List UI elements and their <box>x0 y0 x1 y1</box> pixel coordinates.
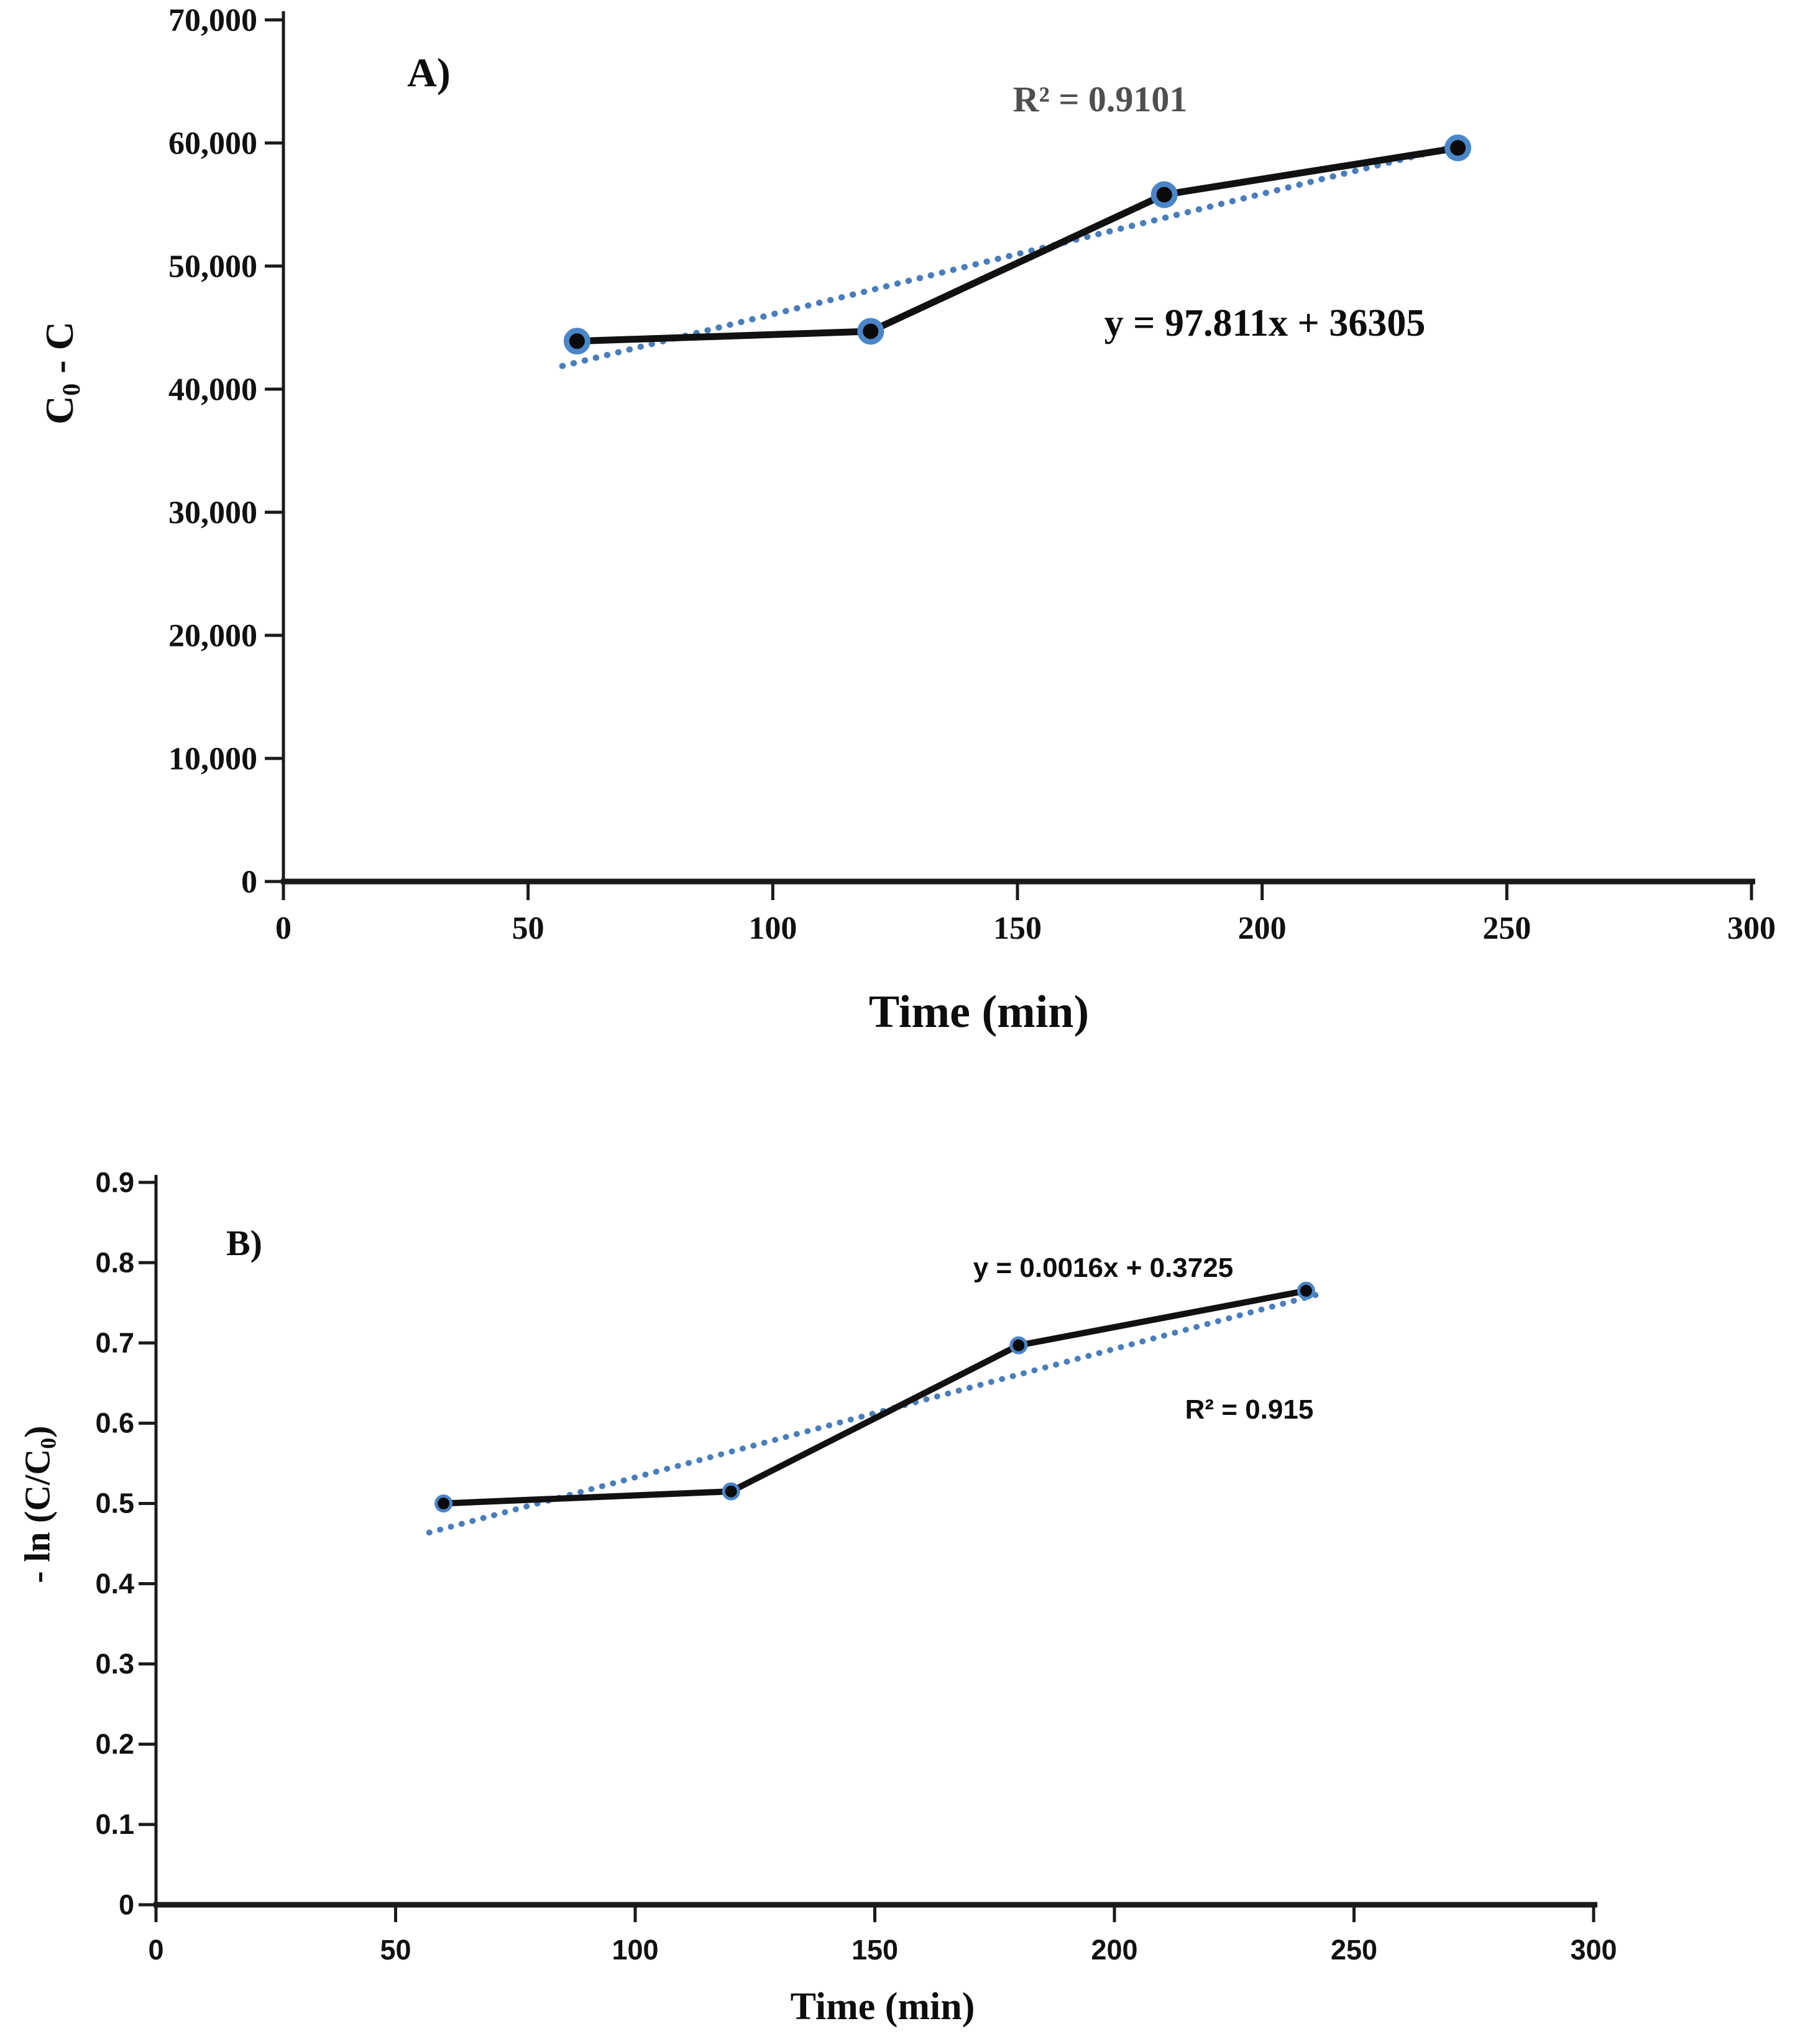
panel-B-y-tick-label: 0.8 <box>95 1246 134 1278</box>
label-text: - C <box>37 321 82 384</box>
panel-B-data-point-marker <box>722 1482 740 1501</box>
panel-A-x-tick-label: 300 <box>1727 911 1776 946</box>
panel-B-x-tick-label: 100 <box>612 1934 658 1966</box>
panel-B-x-tick-label: 0 <box>148 1934 163 1966</box>
panel-B-x-tick-label: 300 <box>1570 1934 1617 1966</box>
panel-B-data-point-marker <box>434 1494 453 1512</box>
panel-B-y-tick-label: 0.2 <box>95 1728 134 1760</box>
panel-B-x-tick-label: 150 <box>852 1934 898 1966</box>
panel-A-y-tick-label: 10,000 <box>168 742 257 777</box>
panel-A-data-point-marker <box>563 328 590 355</box>
panel-A-data-point-marker <box>1444 134 1472 162</box>
panel-b-x-axis-title: Time (min) <box>790 1986 975 2028</box>
panel-A-y-tick-label: 30,000 <box>168 495 257 531</box>
panel-a-label: A) <box>407 50 451 96</box>
panel-A-data-point-marker <box>1150 181 1178 208</box>
panel-B-x-tick-label: 200 <box>1091 1934 1137 1966</box>
panel-A-y-tick-label: 40,000 <box>168 372 257 408</box>
label-text: - ln (C/C <box>17 1448 58 1583</box>
panel-A-x-tick-label: 200 <box>1238 911 1287 946</box>
panel-A-data-line <box>573 144 1462 345</box>
panel-A-y-tick-label: 0 <box>241 865 257 900</box>
panel-a-y-axis-title: C0 - C <box>37 321 86 425</box>
panel-A-x-tick-label: 250 <box>1482 911 1531 946</box>
panel-B-y-tick-label: 0.3 <box>95 1648 134 1680</box>
panel-a-r2-annotation: R² = 0.9101 <box>1012 79 1188 119</box>
panel-B-trendline-dotted <box>426 1292 1319 1536</box>
subscript-text: 0 <box>58 383 86 396</box>
panel-B-y-tick-label: 0.1 <box>95 1808 134 1840</box>
panel-B-y-tick-label: 0 <box>119 1889 134 1920</box>
panel-A-y-tick-label: 60,000 <box>168 126 257 162</box>
panel-B-y-tick-label: 0.5 <box>95 1488 134 1519</box>
panel-b-equation-annotation: y = 0.0016x + 0.3725 <box>973 1253 1234 1283</box>
panel-A-data-point-marker <box>857 318 884 345</box>
panel-B-x-tick-label: 50 <box>380 1934 411 1966</box>
panel-b-r2-annotation: R² = 0.915 <box>1185 1394 1314 1425</box>
panel-A-x-tick-label: 0 <box>275 911 292 946</box>
panel-B-data-point-marker <box>1009 1336 1028 1355</box>
panel-a-equation-annotation: y = 97.811x + 36305 <box>1104 302 1426 344</box>
panel-A-y-tick-label: 20,000 <box>168 619 257 654</box>
panel-B-data-point-marker <box>1297 1281 1315 1300</box>
panel-B-x-tick-label: 250 <box>1331 1934 1377 1966</box>
panel-B-y-tick-label: 0.7 <box>95 1327 134 1359</box>
panel-B-y-tick-label: 0.4 <box>95 1568 134 1600</box>
panel-b-y-axis-title: - ln (C/C0) <box>17 1425 61 1583</box>
subscript-text: 0 <box>35 1437 61 1449</box>
panel-B-y-tick-label: 0.9 <box>95 1166 134 1198</box>
panel-B-y-tick-label: 0.6 <box>95 1407 134 1439</box>
panel-A-y-tick-label: 70,000 <box>168 3 257 39</box>
panel-B-data-line <box>440 1287 1310 1507</box>
panel-a-x-axis-title: Time (min) <box>868 987 1090 1038</box>
panel-A-y-tick-label: 50,000 <box>168 249 257 285</box>
panel-b-label: B) <box>226 1223 262 1263</box>
panel-A-x-tick-label: 150 <box>993 911 1042 946</box>
panel-A-x-tick-label: 50 <box>512 911 544 946</box>
panel-A-x-tick-label: 100 <box>748 911 797 946</box>
label-text: C <box>37 395 82 425</box>
label-text: ) <box>17 1425 58 1438</box>
